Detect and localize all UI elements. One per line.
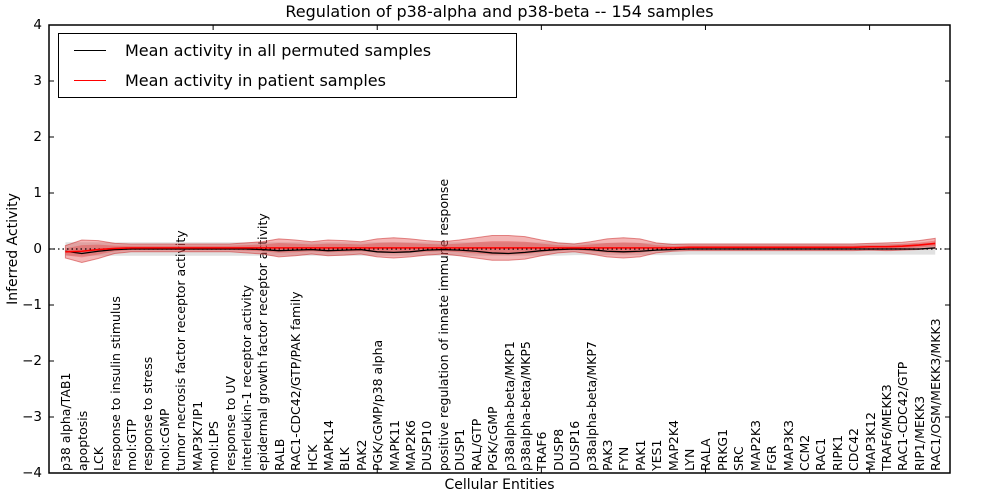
x-tick-label: RALB bbox=[271, 438, 287, 471]
x-tick-label: PAK1 bbox=[632, 439, 648, 471]
x-tick-label: RAC1 bbox=[813, 437, 829, 471]
y-tick-label: −4 bbox=[22, 464, 42, 481]
x-tick-label: MAP2K4 bbox=[665, 420, 681, 471]
legend: Mean activity in all permuted samples Me… bbox=[58, 33, 517, 98]
x-tick-label: apoptosis bbox=[74, 410, 90, 471]
x-tick-label: PGK/cGMP/p38 alpha bbox=[370, 339, 386, 471]
x-tick-label: response to insulin stimulus bbox=[107, 296, 123, 471]
x-tick-label: BLK bbox=[337, 447, 353, 471]
x-tick-label: RAL/GTP bbox=[468, 418, 484, 471]
y-tick-label: −1 bbox=[22, 296, 42, 313]
x-tick-label: PAK2 bbox=[353, 439, 369, 471]
x-tick-label: PAK3 bbox=[599, 439, 615, 471]
x-tick-label: MAPK11 bbox=[386, 420, 402, 471]
x-tick-label: p38 alpha/TAB1 bbox=[58, 372, 74, 471]
x-tick-label: HCK bbox=[304, 444, 320, 471]
legend-label-permuted: Mean activity in all permuted samples bbox=[125, 41, 432, 60]
x-tick-label: RAC1-CDC42/GTP/PAK family bbox=[288, 291, 304, 471]
y-tick-label: 3 bbox=[33, 72, 42, 89]
x-tick-label: YES1 bbox=[649, 439, 665, 471]
plot-title: Regulation of p38-alpha and p38-beta -- … bbox=[285, 2, 714, 21]
x-tick-label: MAP3K3 bbox=[780, 420, 796, 471]
x-tick-label: response to stress bbox=[140, 356, 156, 471]
y-tick-label: 4 bbox=[33, 16, 42, 33]
x-tick-label: DUSP10 bbox=[419, 420, 435, 471]
x-tick-label: LYN bbox=[682, 448, 698, 471]
x-tick-label: MAP3K12 bbox=[862, 412, 878, 471]
y-tick-label: −3 bbox=[22, 408, 42, 425]
x-tick-label: CDC42 bbox=[846, 428, 862, 471]
x-tick-label: epidermal growth factor receptor activit… bbox=[255, 213, 271, 471]
x-tick-label: DUSP1 bbox=[452, 428, 468, 471]
y-tick-label: 0 bbox=[33, 240, 42, 257]
x-tick-label: positive regulation of innate immune res… bbox=[435, 178, 451, 471]
x-tick-label: RALA bbox=[698, 438, 714, 471]
x-tick-label: CCM2 bbox=[796, 434, 812, 471]
legend-line-patient-icon bbox=[74, 80, 106, 81]
x-tick-label: DUSP8 bbox=[550, 428, 566, 471]
x-tick-label: interleukin-1 receptor activity bbox=[238, 284, 254, 471]
x-tick-label: RIPK1 bbox=[829, 434, 845, 471]
x-tick-label: MAP2K3 bbox=[747, 420, 763, 471]
x-tick-label: LCK bbox=[91, 447, 107, 471]
x-tick-label: p38alpha-beta/MKP7 bbox=[583, 341, 599, 471]
y-tick-label: 2 bbox=[33, 128, 42, 145]
x-tick-label: RIP1/MEKK3 bbox=[911, 395, 927, 471]
x-tick-label: MAP2K6 bbox=[403, 420, 419, 471]
x-tick-label: PRKG1 bbox=[714, 428, 730, 471]
x-tick-label: MAPK14 bbox=[320, 420, 336, 471]
legend-item-patient: Mean activity in patient samples bbox=[59, 67, 516, 94]
x-tick-label: FYN bbox=[616, 446, 632, 471]
x-tick-label: RAC1/OSM/MEKK3/MKK3 bbox=[928, 318, 944, 471]
x-tick-label: PGK/cGMP bbox=[485, 406, 501, 471]
x-axis-label: Cellular Entities bbox=[444, 477, 555, 493]
x-tick-label: FGR bbox=[764, 445, 780, 471]
legend-label-patient: Mean activity in patient samples bbox=[125, 71, 386, 90]
legend-line-permuted-icon bbox=[74, 50, 106, 51]
legend-item-permuted: Mean activity in all permuted samples bbox=[59, 37, 516, 64]
x-tick-label: mol:GTP bbox=[124, 419, 140, 471]
x-tick-label: MAP3K7IP1 bbox=[189, 400, 205, 471]
x-tick-label: TRAF6 bbox=[534, 431, 550, 471]
x-tick-label: SRC bbox=[731, 446, 747, 471]
x-tick-label: p38alpha-beta/MKP5 bbox=[517, 341, 533, 471]
x-tick-label: mol:LPS bbox=[206, 421, 222, 471]
x-tick-label: mol:cGMP bbox=[156, 408, 172, 471]
x-tick-label: RAC1-CDC42/GTP bbox=[895, 361, 911, 471]
x-tick-label: tumor necrosis factor receptor activity bbox=[173, 230, 189, 471]
x-tick-label: TRAF6/MEKK3 bbox=[878, 384, 894, 471]
y-tick-label: −2 bbox=[22, 352, 42, 369]
x-tick-label: DUSP16 bbox=[567, 420, 583, 471]
y-tick-label: 1 bbox=[33, 184, 42, 201]
x-tick-label: response to UV bbox=[222, 376, 238, 471]
x-tick-label: p38alpha-beta/MKP1 bbox=[501, 341, 517, 471]
